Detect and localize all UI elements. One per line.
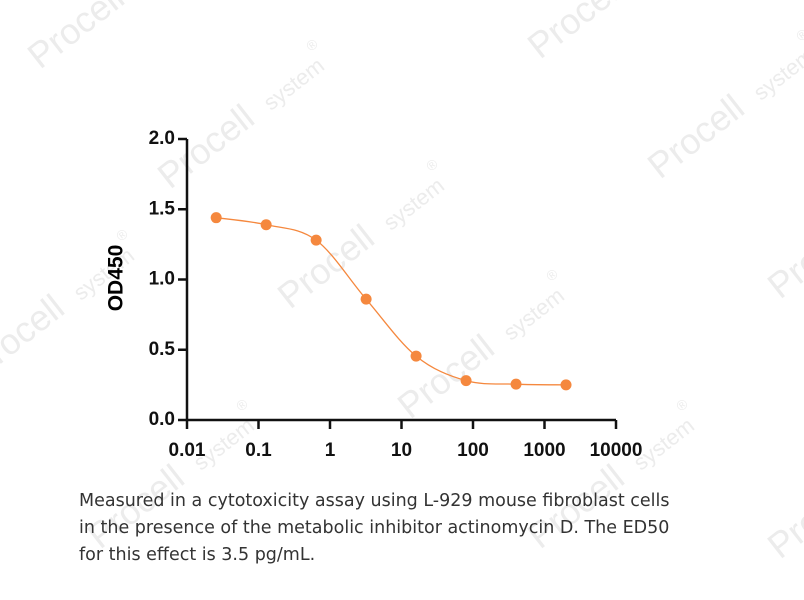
x-tick-label: 0.1: [245, 440, 272, 461]
watermark-text: Procell: [760, 466, 804, 566]
y-tick-label: 1.5: [149, 198, 176, 219]
data-point: [260, 219, 272, 231]
data-point: [310, 234, 322, 246]
x-tick-label: 10000: [590, 440, 643, 461]
watermark-text: Procell: [760, 206, 804, 306]
watermark-text: Procell: [640, 86, 752, 186]
data-point: [210, 212, 222, 224]
caption-line: Measured in a cytotoxicity assay using L…: [79, 491, 669, 511]
data-point: [360, 293, 372, 305]
watermark-text: Procell: [0, 286, 72, 386]
watermark-text: ®: [233, 395, 252, 414]
x-tick-label: 0.01: [169, 440, 206, 461]
watermark-text: Procell: [390, 326, 502, 426]
caption-line: in the presence of the metabolic inhibit…: [79, 518, 669, 538]
data-point: [460, 375, 472, 387]
watermark-text: system: [379, 173, 449, 236]
watermark-text: system: [259, 53, 329, 116]
watermark-text: Procell: [520, 0, 632, 66]
x-tick-label: 10: [391, 440, 412, 461]
y-tick-label: 1.0: [149, 269, 175, 290]
y-tick-label: 0.5: [149, 339, 176, 360]
caption-line: for this effect is 3.5 pg/mL.: [79, 545, 315, 565]
watermark-text: system: [499, 283, 569, 346]
watermark-text: system: [749, 43, 804, 106]
watermark-text: ®: [303, 35, 322, 54]
watermark-text: ®: [423, 155, 442, 174]
watermark-text: ®: [113, 225, 132, 244]
data-point: [410, 350, 422, 362]
watermark-text: Procell: [20, 0, 132, 76]
y-tick-label: 0.0: [149, 409, 175, 430]
watermark-text: ®: [793, 25, 804, 44]
y-axis-label: OD450: [105, 245, 128, 312]
fit-curve: [216, 217, 567, 386]
x-tick-label: 100: [457, 440, 489, 461]
watermark-text: ®: [543, 265, 562, 284]
data-point: [560, 379, 572, 391]
y-tick-label: 2.0: [149, 128, 175, 149]
data-point: [510, 378, 522, 390]
x-tick-label: 1: [325, 440, 336, 461]
watermark-text: ®: [673, 395, 692, 414]
x-tick-label: 1000: [523, 440, 565, 461]
